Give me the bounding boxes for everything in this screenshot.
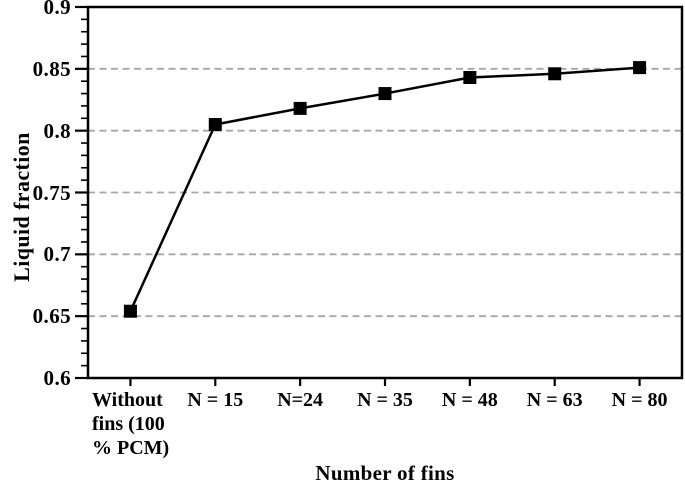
x-category-label-n35: N = 35 (357, 389, 413, 411)
x-category-label-n63: N = 63 (526, 389, 583, 411)
data-point-marker (463, 70, 477, 84)
data-point-marker (208, 117, 222, 131)
y-tick-label-0.6: 0.6 (43, 366, 71, 390)
data-point-marker (378, 87, 392, 101)
y-tick-label-0.8: 0.8 (43, 118, 71, 143)
y-tick-label-0.85: 0.85 (32, 56, 71, 81)
x-category-label-without-fins: Without fins (100 % PCM) (92, 389, 170, 459)
data-point-marker (548, 67, 562, 81)
x-category-label-n48: N = 48 (441, 389, 498, 411)
data-point-marker (123, 304, 137, 318)
y-tick-label-0.75: 0.75 (32, 180, 71, 205)
data-point-marker (293, 101, 307, 115)
x-axis-title: Number of fins (315, 461, 455, 485)
x-category-label-n24: N=24 (277, 389, 324, 411)
x-category-label-n15: N = 15 (187, 389, 244, 411)
data-point-marker (633, 61, 647, 75)
x-category-label-n80: N = 80 (611, 389, 668, 411)
y-tick-label-0.65: 0.65 (32, 304, 71, 329)
y-tick-label-0.7: 0.7 (43, 242, 71, 267)
y-tick-label-0.9: 0.9 (43, 0, 71, 19)
